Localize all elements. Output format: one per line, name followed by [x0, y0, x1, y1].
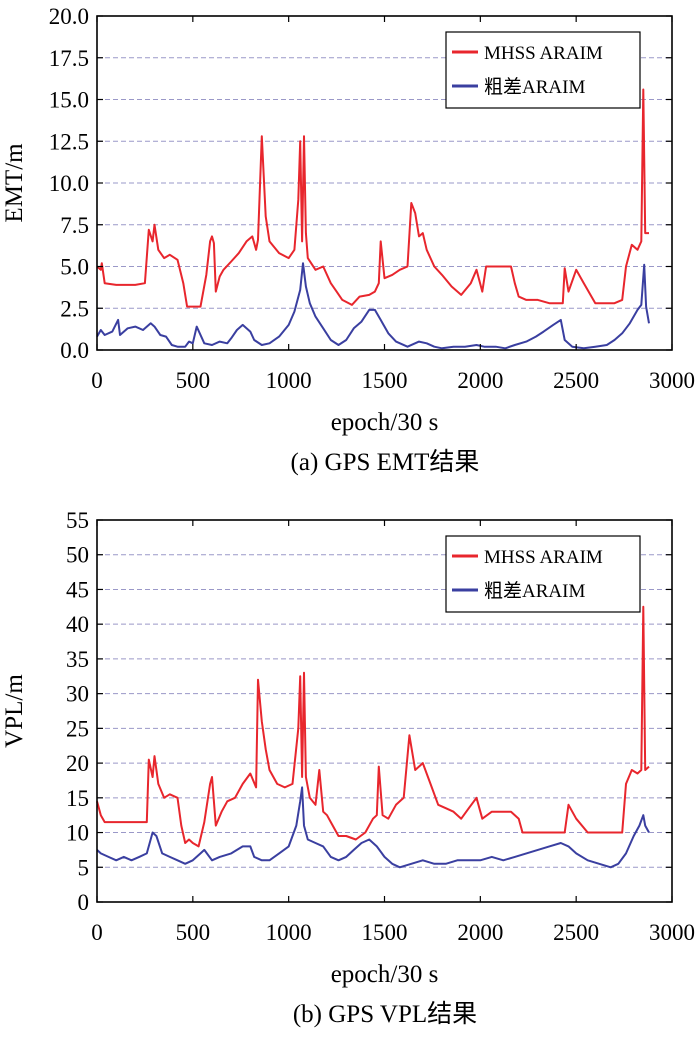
chart-1-y-tick-label: 40: [66, 612, 89, 637]
chart-0-y-tick-label: 7.5: [60, 213, 89, 238]
chart-0-y-tick-label: 12.5: [49, 129, 89, 154]
chart-0-y-tick-label: 15.0: [49, 88, 89, 113]
chart-1-y-tick-label: 5: [78, 855, 90, 880]
chart-1-x-tick-label: 3000: [649, 920, 695, 945]
chart-1-y-tick-label: 35: [66, 647, 89, 672]
chart-1-legend-label-1: 粗差ARAIM: [484, 580, 585, 602]
chart-0-legend-label-1: 粗差ARAIM: [484, 76, 585, 98]
chart-0-x-tick-label: 2500: [553, 368, 599, 393]
chart-1-y-tick-label: 50: [66, 543, 89, 568]
chart-0-legend-box: [445, 31, 641, 109]
chart-1-y-tick-label: 55: [66, 508, 89, 533]
chart-1-x-tick-label: 2000: [457, 920, 503, 945]
emt-panel: 0.0 2.5 5.0 7.5 10.0 12.5 15.0 17.5 20.0 0 500 1000…: [1, 4, 695, 476]
chart-1-x-tick-label: 2500: [553, 920, 599, 945]
chart-0-legend-label-0: MHSS ARAIM: [484, 43, 603, 64]
chart-0-x-axis-label: epoch/30 s: [331, 409, 439, 436]
chart-1-series-line-1: [96, 786, 650, 869]
chart-0-series-line-1: [96, 262, 650, 350]
chart-1-legend-box: [445, 535, 641, 613]
chart-1-x-tick-label: 0: [91, 920, 103, 945]
chart-1-legend-label-0: MHSS ARAIM: [484, 547, 603, 568]
chart-0-y-tick-label: 2.5: [60, 296, 89, 321]
chart-0-y-tick-label: 0.0: [60, 338, 89, 363]
chart-0-y-tick-label: 17.5: [49, 46, 89, 71]
chart-0-series-line-0: [96, 88, 649, 308]
chart-1-y-tick-label: 30: [66, 682, 89, 707]
chart-0-panel-caption: (a) GPS EMT结果: [291, 448, 480, 476]
chart-0-x-tick-label: 1500: [362, 368, 408, 393]
chart-0-x-tick-label: 0: [91, 368, 103, 393]
chart-1-y-axis-label: VPL/m: [1, 674, 28, 748]
chart-1-y-tick-label: 0: [78, 890, 90, 915]
chart-1-x-tick-label: 500: [176, 920, 211, 945]
chart-0-x-tick-label: 3000: [649, 368, 695, 393]
chart-1-y-tick-label: 20: [66, 751, 89, 776]
chart-1-panel-caption: (b) GPS VPL结果: [293, 1000, 477, 1028]
chart-0-y-tick-label: 10.0: [49, 171, 89, 196]
chart-1-y-tick-label: 10: [66, 821, 89, 846]
chart-0-y-tick-label: 5.0: [60, 255, 89, 280]
chart-0-x-tick-label: 2000: [457, 368, 503, 393]
chart-0-y-tick-label: 20.0: [49, 4, 89, 29]
chart-1-x-tick-label: 1000: [266, 920, 312, 945]
chart-1-series-line-0: [96, 605, 650, 848]
chart-1-y-tick-label: 25: [66, 716, 89, 741]
chart-0-y-axis-label: EMT/m: [1, 143, 28, 223]
chart-1-x-tick-label: 1500: [362, 920, 408, 945]
vpl-panel: 0 5 10 15 20 25 30 35 40 45 50 55 0 500 1000 1500 2000 25…: [1, 508, 695, 1028]
chart-0-x-tick-label: 1000: [266, 368, 312, 393]
chart-0-x-tick-label: 500: [176, 368, 211, 393]
chart-1-x-axis-label: epoch/30 s: [331, 961, 439, 988]
chart-1-y-tick-label: 15: [66, 786, 89, 811]
chart-1-y-tick-label: 45: [66, 577, 89, 602]
